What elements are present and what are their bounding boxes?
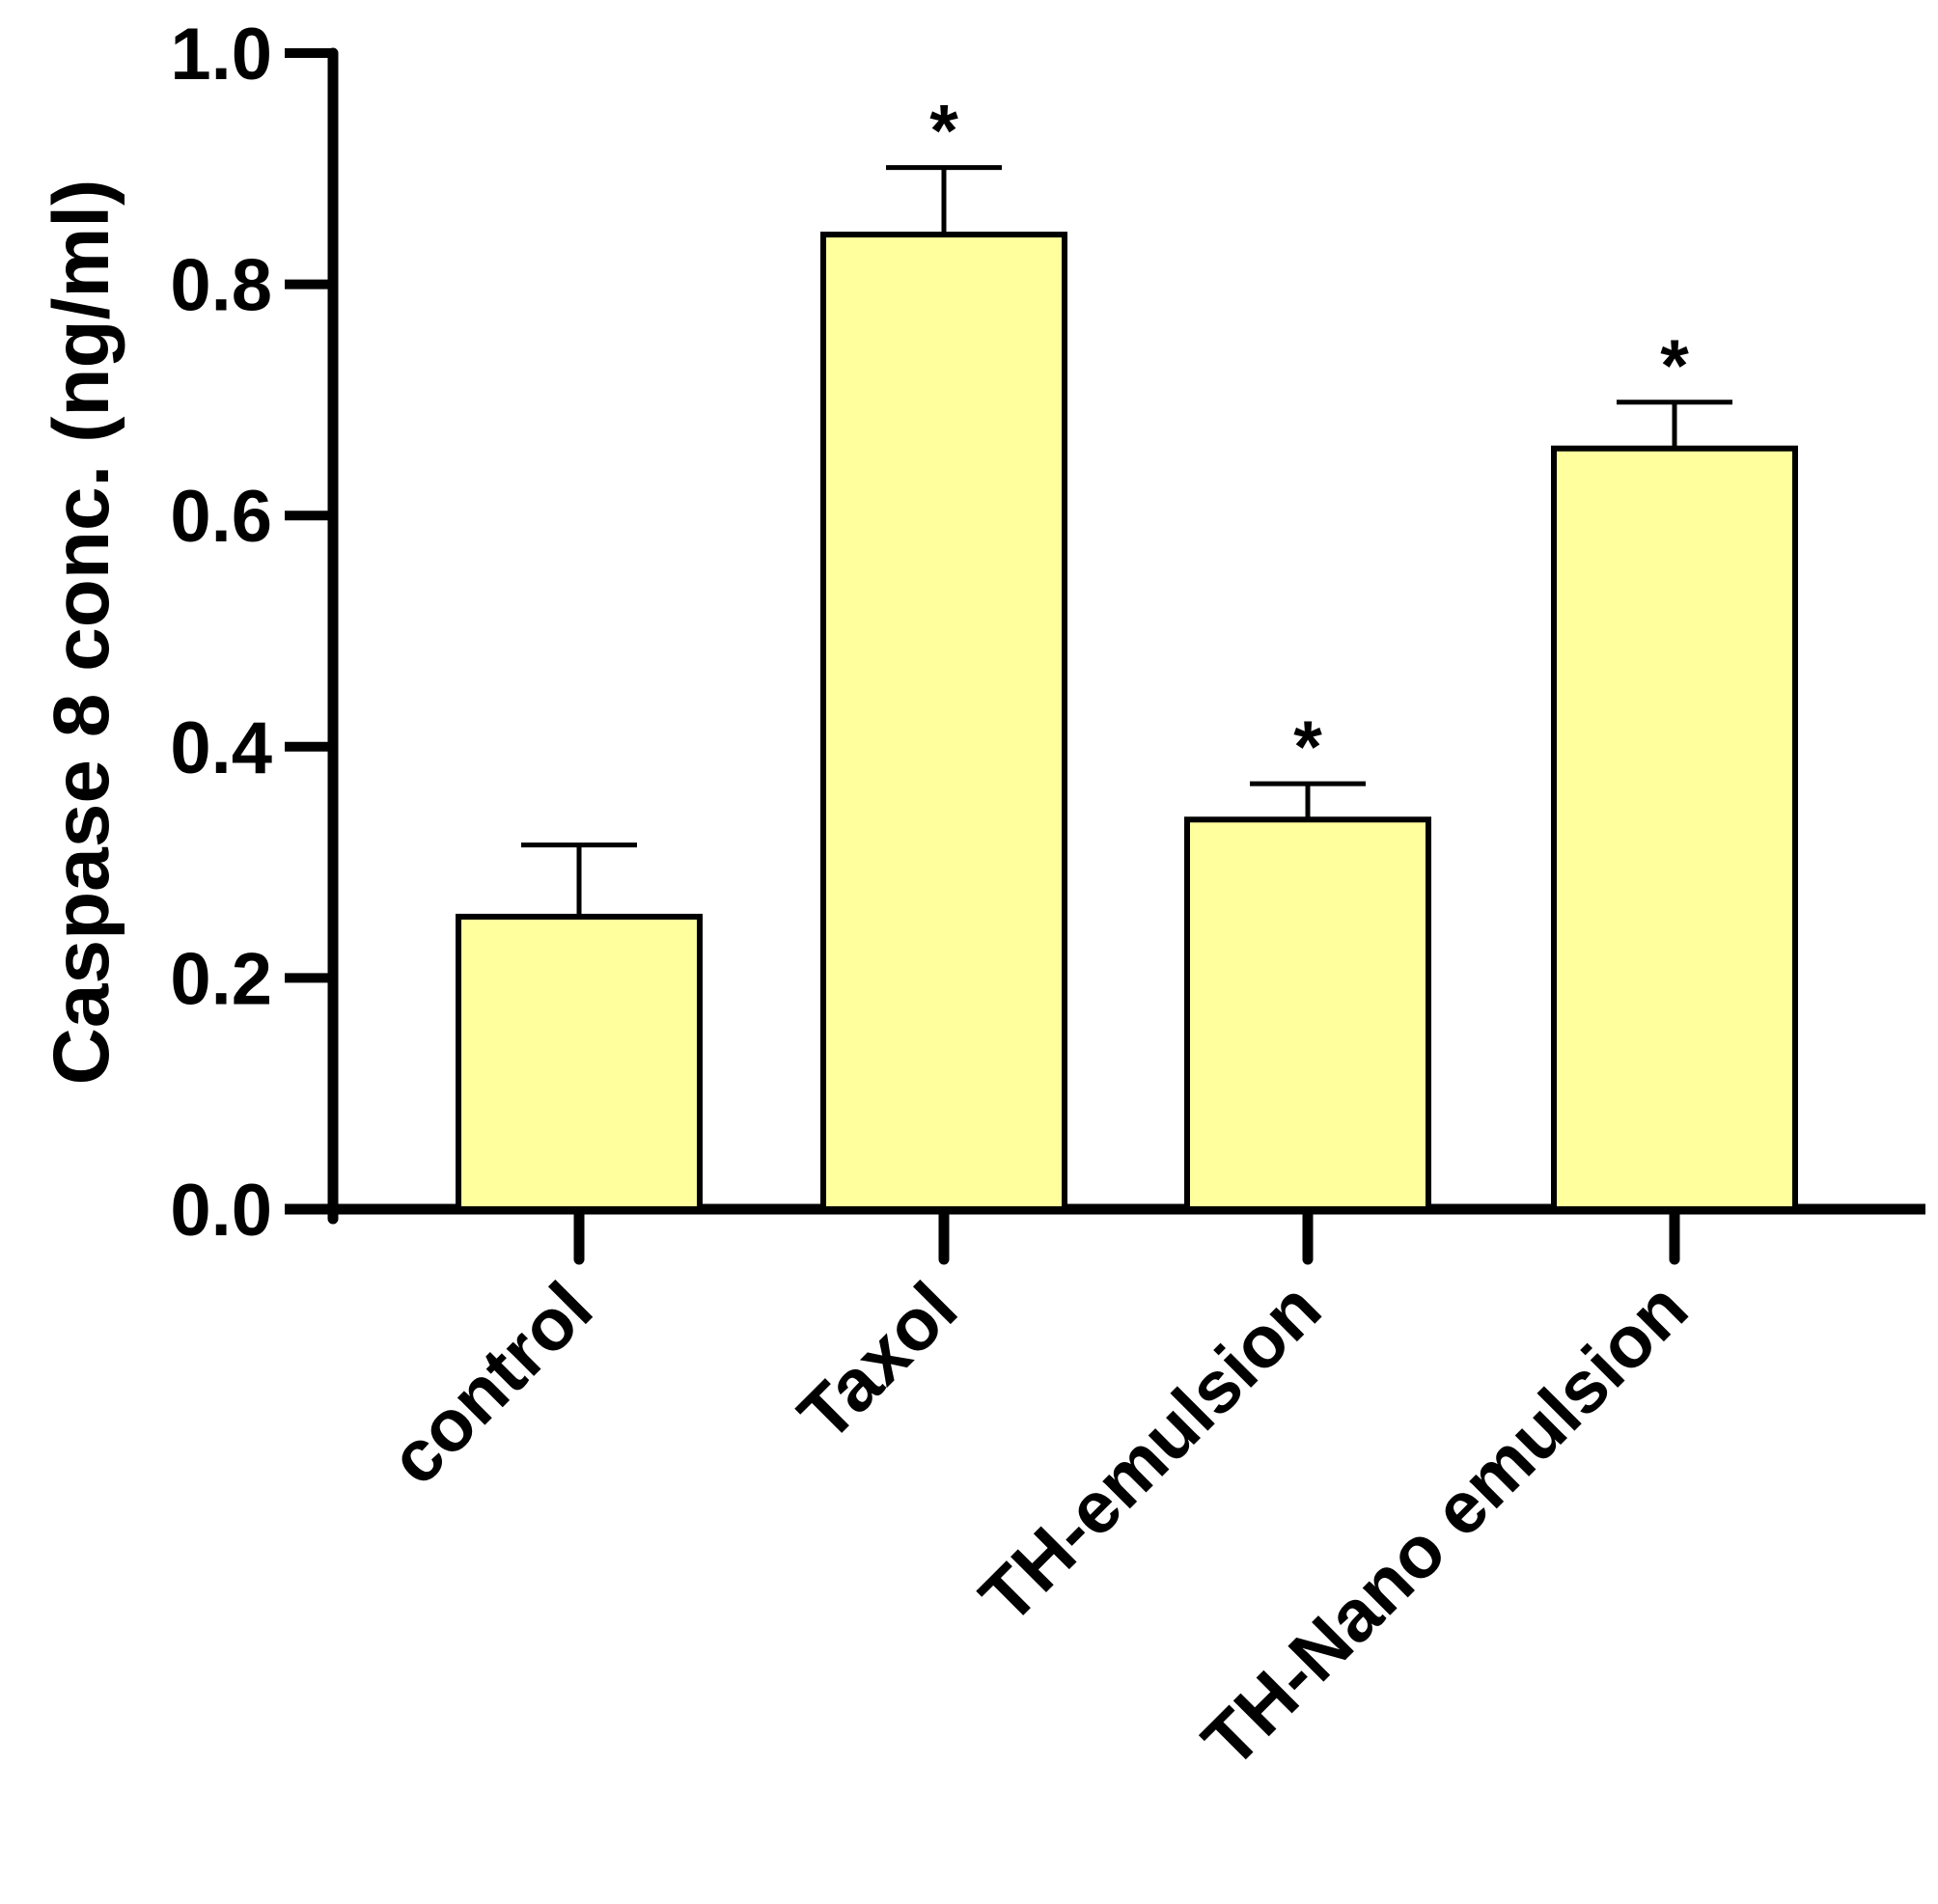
category-label: control: [374, 1267, 608, 1501]
y-tick-label: 0.0: [170, 1170, 272, 1252]
bar: [1551, 445, 1798, 1212]
y-tick-label: 0.6: [170, 476, 272, 558]
y-tick-label: 0.2: [170, 938, 272, 1020]
significance-marker: *: [1293, 706, 1322, 788]
y-tick-label: 0.4: [170, 707, 272, 789]
bar: [456, 913, 703, 1212]
bar: [1184, 816, 1431, 1212]
significance-marker: *: [1660, 325, 1689, 407]
bars: [456, 165, 1798, 1212]
y-tick-label: 0.8: [170, 245, 272, 327]
category-label: TH-emulsion: [964, 1267, 1337, 1640]
bar: [820, 232, 1067, 1212]
significance-marker: *: [929, 91, 958, 173]
category-label: Taxol: [784, 1267, 973, 1456]
y-axis-label: Caspase 8 conc. (ng/ml): [38, 179, 125, 1086]
y-tick-label: 1.0: [170, 14, 272, 96]
